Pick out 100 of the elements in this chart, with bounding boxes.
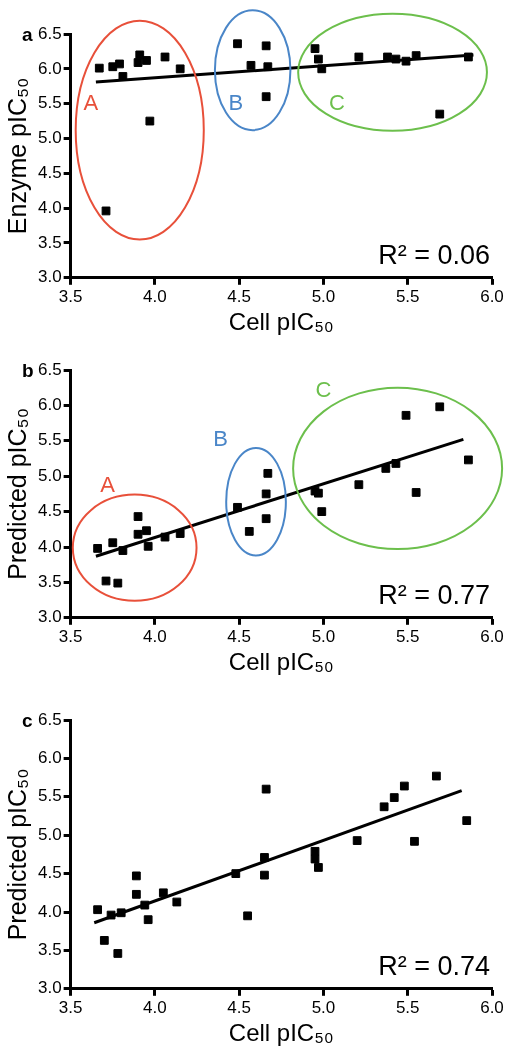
x-tick-label: 5.0 [311, 286, 336, 306]
point [399, 781, 409, 791]
y-tick-label: 5.5 [37, 430, 62, 450]
y-axis-title: Predicted pIC₅₀ [2, 407, 31, 580]
point [143, 915, 153, 925]
point [261, 514, 271, 524]
point [379, 802, 389, 812]
point [261, 92, 271, 102]
annotation: R² = 0.06 [378, 239, 490, 270]
point [435, 109, 445, 119]
x-tick-label: 3.5 [58, 626, 83, 646]
x-tick-label: 3.5 [58, 997, 83, 1017]
x-tick-label: 6.0 [480, 997, 504, 1017]
y-tick-label: 4.0 [37, 536, 62, 556]
annotation: B [213, 426, 228, 452]
x-tick-label: 5.5 [395, 997, 420, 1017]
point [246, 60, 256, 70]
y-tick-label: 6.5 [37, 709, 62, 729]
y-tick-label: 6.0 [37, 58, 62, 78]
point [131, 871, 141, 881]
point [261, 489, 271, 499]
point [244, 527, 254, 536]
y-tick-label: 4.5 [37, 863, 62, 883]
x-tick-label: 4.0 [143, 997, 167, 1017]
point [172, 897, 182, 907]
y-tick-label: 5.0 [37, 824, 62, 844]
point [140, 900, 150, 910]
point [101, 206, 111, 216]
chart-title: a [22, 23, 33, 45]
point [142, 526, 151, 536]
x-tick-label: 5.0 [311, 626, 336, 646]
point [389, 793, 399, 802]
y-tick-label: 6.0 [37, 395, 62, 415]
annotation: R² = 0.74 [378, 950, 490, 981]
x-tick-label: 4.5 [227, 286, 251, 306]
point [131, 889, 141, 899]
point [233, 39, 242, 49]
annotation: A [83, 89, 99, 115]
x-tick-label: 5.0 [311, 997, 336, 1017]
x-tick-label: 6.0 [480, 626, 504, 646]
point [260, 853, 269, 862]
y-axis-title: Predicted pIC₅₀ [2, 768, 31, 941]
point [160, 52, 170, 62]
point [133, 58, 143, 67]
x-tick-label: 6.0 [480, 286, 504, 306]
annotation: R² = 0.77 [378, 579, 490, 610]
annotation: C [315, 376, 332, 402]
point [401, 410, 411, 420]
y-tick-label: 6.5 [37, 359, 62, 379]
point [314, 863, 323, 872]
point [310, 846, 320, 856]
point [410, 836, 419, 846]
y-tick-label: 5.0 [37, 465, 62, 485]
y-tick-label: 6.5 [37, 23, 62, 43]
point [145, 116, 155, 126]
chart-title: b [22, 359, 34, 381]
point [310, 44, 320, 54]
point [464, 455, 473, 465]
annotation: B [228, 89, 244, 115]
x-tick-label: 3.5 [58, 286, 83, 306]
point [352, 836, 362, 845]
x-tick-label: 4.5 [227, 626, 251, 646]
chart-title: c [22, 709, 33, 731]
point [106, 910, 116, 920]
point [133, 529, 143, 539]
point [431, 771, 441, 781]
x-tick-label: 4.0 [143, 626, 167, 646]
x-tick-label: 4.0 [143, 286, 167, 306]
y-tick-label: 3.5 [37, 940, 62, 960]
point [462, 816, 472, 825]
point [231, 869, 241, 878]
point [94, 63, 104, 73]
point [263, 62, 273, 72]
point [93, 905, 102, 915]
y-tick-label: 5.5 [37, 786, 62, 806]
point [115, 59, 124, 69]
point [158, 888, 168, 898]
x-tick-label: 4.5 [227, 997, 251, 1017]
point [354, 52, 364, 62]
x-axis-title: Cell pIC₅₀ [228, 648, 334, 676]
point [133, 512, 143, 521]
y-axis-title: Enzyme pIC₅₀ [2, 77, 31, 235]
x-tick-label: 5.5 [395, 286, 420, 306]
y-tick-label: 4.0 [37, 901, 62, 921]
point [118, 546, 128, 555]
point [261, 41, 271, 51]
y-tick-label: 5.0 [37, 128, 62, 148]
y-tick-label: 5.5 [37, 93, 62, 113]
point [233, 502, 242, 512]
point [142, 56, 151, 65]
point [354, 480, 364, 490]
point [116, 908, 126, 918]
point [160, 532, 170, 542]
point [435, 402, 445, 412]
y-tick-label: 4.0 [37, 197, 62, 217]
point [261, 784, 271, 794]
point [314, 488, 323, 498]
y-tick-label: 3.0 [37, 267, 62, 287]
point [317, 507, 327, 516]
annotation: A [100, 472, 116, 498]
